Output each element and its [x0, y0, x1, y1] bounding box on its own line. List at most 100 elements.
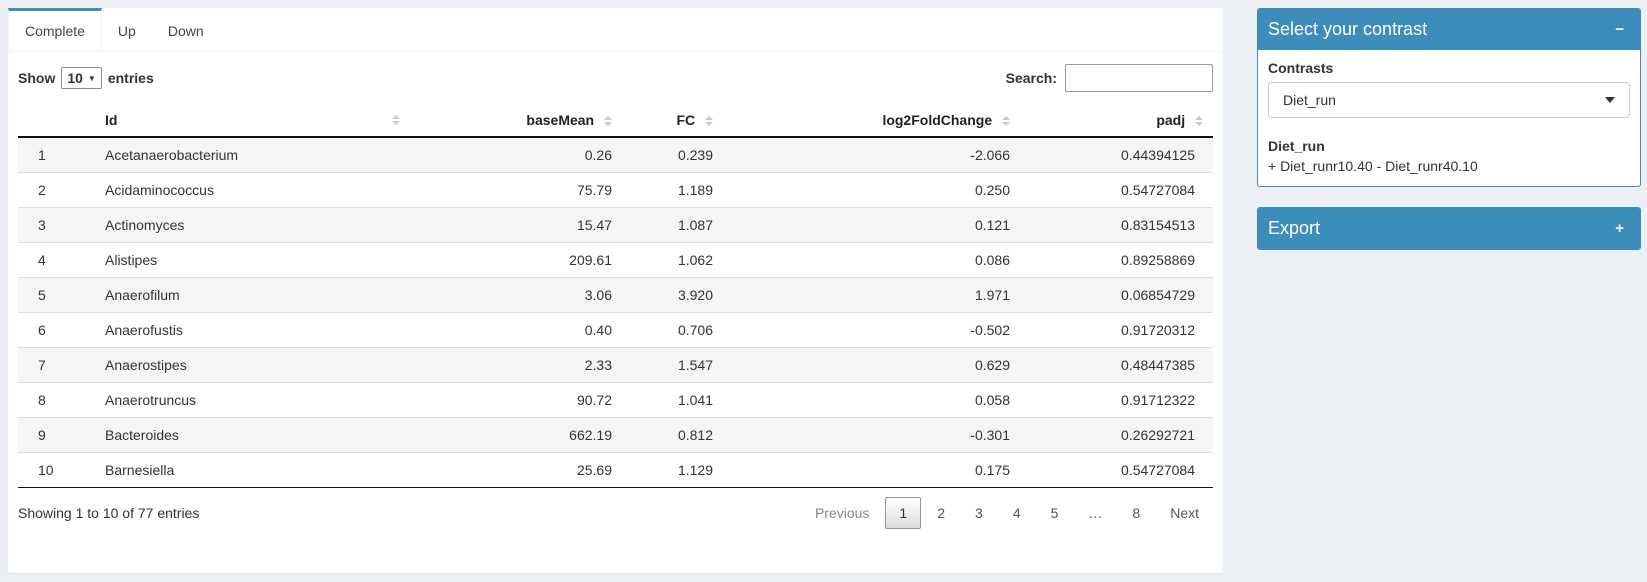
table-info: Showing 1 to 10 of 77 entries [18, 505, 200, 521]
tab-down[interactable]: Down [152, 8, 220, 51]
cell-fc: 1.547 [677, 357, 713, 373]
show-label: Show [18, 70, 56, 86]
pagination-page-5[interactable]: 5 [1050, 505, 1059, 521]
cell-basemean: 90.72 [576, 392, 612, 408]
cell-basemean: 15.47 [576, 217, 612, 233]
table-body: 1 Acetanaerobacterium 0.26 0.239 -2.066 … [18, 137, 1213, 488]
cell-basemean: 25.69 [576, 462, 612, 478]
contrast-detail-formula: + Diet_runr10.40 - Diet_runr40.10 [1268, 158, 1478, 174]
contrast-select[interactable]: Diet_run [1268, 82, 1630, 118]
table-row[interactable]: 10 Barnesiella 25.69 1.129 0.175 0.54727… [18, 452, 1213, 488]
contrast-detail-title: Diet_run [1268, 138, 1325, 154]
results-panel: Complete Up Down Show 10 ▼ entries Searc… [8, 8, 1223, 573]
tab-strip: Complete Up Down [8, 8, 1223, 52]
cell-fc: 1.062 [677, 252, 713, 268]
cell-rownum: 4 [38, 252, 46, 268]
page-length-value: 10 [67, 70, 83, 86]
pagination-page-4[interactable]: 4 [1012, 505, 1021, 521]
pagination-previous[interactable]: Previous [814, 505, 870, 521]
cell-id: Barnesiella [105, 462, 175, 478]
tab-complete[interactable]: Complete [8, 8, 102, 51]
cell-padj: 0.54727084 [1121, 182, 1195, 198]
cell-id: Acetanaerobacterium [105, 147, 239, 163]
table-row[interactable]: 2 Acidaminococcus 75.79 1.189 0.250 0.54… [18, 172, 1213, 208]
select-caret-icon [1605, 97, 1615, 103]
cell-rownum: 8 [38, 392, 46, 408]
cell-log2foldchange: 0.121 [974, 217, 1010, 233]
cell-padj: 0.91720312 [1121, 322, 1195, 338]
cell-fc: 1.041 [677, 392, 713, 408]
results-table: Id baseMean FC log2FoldChange [18, 104, 1213, 488]
table-row[interactable]: 6 Anaerofustis 0.40 0.706 -0.502 0.91720… [18, 312, 1213, 348]
header-basemean[interactable]: baseMean [410, 104, 622, 138]
pagination-pages: 1 2 3 4 5 … 8 [883, 497, 1154, 529]
table-row[interactable]: 4 Alistipes 209.61 1.062 0.086 0.8925886… [18, 242, 1213, 278]
header-padj[interactable]: padj [1020, 104, 1213, 138]
cell-rownum: 9 [38, 427, 46, 443]
table-header-row: Id baseMean FC log2FoldChange [18, 104, 1213, 138]
header-padj-label: padj [1156, 112, 1186, 128]
cell-log2foldchange: 0.629 [974, 357, 1010, 373]
contrast-panel-title: Select your contrast [1268, 19, 1428, 39]
cell-rownum: 3 [38, 217, 46, 233]
table-row[interactable]: 8 Anaerotruncus 90.72 1.041 0.058 0.9171… [18, 382, 1213, 418]
cell-padj: 0.26292721 [1121, 427, 1195, 443]
cell-id: Anaerostipes [105, 357, 187, 373]
cell-id: Alistipes [105, 252, 158, 268]
pagination-page-2[interactable]: 2 [937, 505, 946, 521]
header-log2foldchange[interactable]: log2FoldChange [723, 104, 1020, 138]
export-panel-header: Export + [1258, 208, 1640, 249]
cell-log2foldchange: 1.971 [974, 287, 1010, 303]
cell-padj: 0.83154513 [1121, 217, 1195, 233]
sidebar: Select your contrast − Contrasts Diet_ru… [1257, 8, 1641, 270]
cell-id: Anaerofustis [105, 322, 183, 338]
table-row[interactable]: 3 Actinomyces 15.47 1.087 0.121 0.831545… [18, 207, 1213, 243]
cell-padj: 0.91712322 [1121, 392, 1195, 408]
header-fc-label: FC [676, 112, 696, 128]
table-row[interactable]: 1 Acetanaerobacterium 0.26 0.239 -2.066 … [18, 137, 1213, 173]
entries-label: entries [107, 70, 154, 86]
table-row[interactable]: 7 Anaerostipes 2.33 1.547 0.629 0.484473… [18, 347, 1213, 383]
header-log2foldchange-label: log2FoldChange [882, 112, 993, 128]
header-fc[interactable]: FC [622, 104, 723, 138]
search-control: Search: [1006, 64, 1213, 92]
sort-icon [1195, 116, 1203, 127]
page-length-select[interactable]: 10 ▼ [61, 67, 102, 89]
header-id[interactable]: Id [95, 104, 410, 138]
cell-id: Actinomyces [105, 217, 185, 233]
cell-id: Acidaminococcus [105, 182, 214, 198]
cell-id: Anaerotruncus [105, 392, 197, 408]
cell-rownum: 7 [38, 357, 46, 373]
table-row[interactable]: 9 Bacteroides 662.19 0.812 -0.301 0.2629… [18, 417, 1213, 453]
cell-fc: 0.239 [677, 147, 713, 163]
cell-log2foldchange: -0.301 [970, 427, 1010, 443]
sort-icon [392, 115, 400, 125]
contrasts-label: Contrasts [1268, 60, 1334, 76]
export-panel-title: Export [1268, 218, 1321, 238]
tab-up-label: Up [117, 23, 136, 39]
pagination: Previous 1 2 3 4 5 … 8 Next [799, 497, 1213, 529]
cell-log2foldchange: 0.058 [974, 392, 1010, 408]
pagination-ellipsis: … [1088, 505, 1103, 521]
table-row[interactable]: 5 Anaerofilum 3.06 3.920 1.971 0.0685472… [18, 277, 1213, 313]
pagination-next[interactable]: Next [1170, 505, 1199, 521]
tab-up[interactable]: Up [102, 8, 152, 51]
cell-basemean: 2.33 [584, 357, 612, 373]
cell-basemean: 0.40 [584, 322, 612, 338]
cell-padj: 0.06854729 [1121, 287, 1195, 303]
cell-fc: 1.189 [677, 182, 713, 198]
cell-log2foldchange: 0.250 [974, 182, 1010, 198]
search-input[interactable] [1065, 64, 1213, 92]
dropdown-arrow-icon: ▼ [87, 73, 96, 83]
header-rownum [18, 104, 95, 138]
collapse-minus-icon[interactable]: − [1615, 21, 1624, 38]
export-panel: Export + [1257, 207, 1641, 250]
contrast-select-value: Diet_run [1283, 92, 1336, 108]
sort-icon [1002, 116, 1010, 127]
pagination-page-8[interactable]: 8 [1132, 505, 1141, 521]
pagination-page-3[interactable]: 3 [975, 505, 983, 521]
cell-rownum: 5 [38, 287, 46, 303]
page-length-control: Show 10 ▼ entries [18, 67, 154, 89]
expand-plus-icon[interactable]: + [1615, 220, 1624, 237]
pagination-page-1[interactable]: 1 [885, 497, 922, 529]
